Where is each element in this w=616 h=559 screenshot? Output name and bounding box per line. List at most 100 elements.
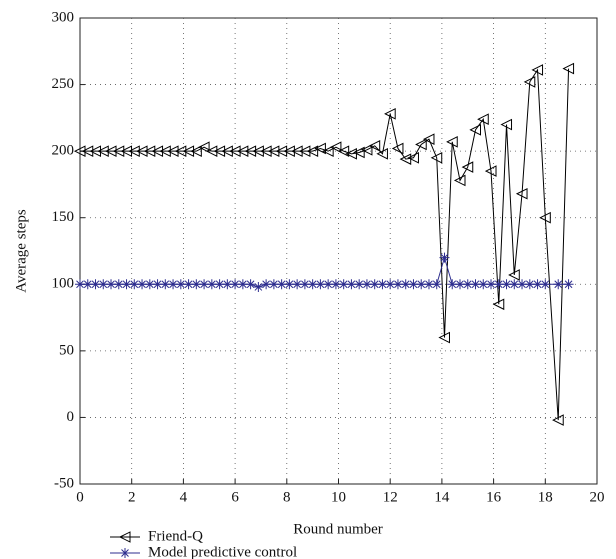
marker	[563, 279, 574, 290]
marker	[477, 113, 489, 125]
marker	[508, 269, 520, 281]
marker	[213, 145, 226, 157]
x-tick-label: 18	[538, 489, 553, 505]
marker	[415, 138, 427, 151]
marker	[368, 140, 381, 152]
marker	[492, 298, 505, 311]
marker	[306, 145, 319, 157]
marker	[267, 145, 280, 157]
marker	[517, 279, 528, 290]
marker	[323, 279, 334, 290]
marker	[337, 145, 350, 157]
marker	[484, 165, 497, 177]
series-line	[80, 255, 569, 288]
marker	[438, 331, 450, 344]
marker	[214, 279, 225, 290]
x-tick-label: 4	[180, 489, 188, 505]
marker	[509, 279, 520, 290]
marker	[106, 279, 117, 290]
marker	[430, 151, 443, 164]
y-tick-label: 250	[52, 76, 75, 92]
marker	[197, 141, 210, 153]
marker	[268, 279, 279, 290]
marker	[422, 133, 435, 145]
marker	[354, 279, 365, 290]
marker	[174, 145, 187, 157]
marker	[291, 145, 303, 157]
marker	[73, 145, 86, 157]
marker	[469, 124, 482, 136]
marker	[120, 145, 133, 157]
marker	[236, 145, 249, 157]
marker	[446, 136, 458, 148]
marker	[338, 279, 349, 290]
series-line	[80, 68, 570, 421]
marker	[377, 279, 388, 290]
x-tick-label: 12	[383, 489, 398, 505]
marker	[175, 279, 186, 290]
marker	[113, 279, 124, 290]
marker	[447, 279, 458, 290]
marker	[532, 279, 543, 290]
marker	[360, 144, 373, 156]
x-tick-label: 20	[590, 489, 605, 505]
marker	[283, 145, 295, 157]
marker	[261, 279, 272, 290]
marker	[104, 145, 117, 157]
y-axis-label: Average steps	[13, 209, 29, 293]
y-tick-label: 200	[52, 143, 75, 159]
marker	[284, 279, 295, 290]
x-tick-label: 16	[486, 489, 502, 505]
y-tick-label: 0	[67, 409, 75, 425]
marker	[168, 279, 179, 290]
marker	[183, 279, 194, 290]
marker	[329, 141, 342, 153]
marker	[292, 279, 303, 290]
marker	[275, 145, 288, 157]
marker	[361, 279, 372, 290]
marker	[298, 145, 311, 157]
marker	[391, 142, 404, 155]
marker	[112, 145, 125, 157]
marker	[98, 279, 109, 290]
marker	[260, 145, 272, 157]
marker	[315, 279, 326, 290]
marker	[191, 279, 202, 290]
marker	[307, 279, 318, 290]
marker	[346, 279, 357, 290]
marker	[462, 279, 473, 290]
marker	[353, 146, 365, 159]
marker	[369, 279, 380, 290]
marker	[276, 279, 287, 290]
marker	[500, 118, 513, 131]
marker	[205, 145, 218, 157]
marker	[501, 279, 512, 290]
marker	[392, 279, 403, 290]
marker	[143, 145, 156, 157]
marker	[461, 161, 474, 173]
marker	[423, 279, 434, 290]
marker	[128, 145, 140, 157]
marker	[252, 145, 264, 157]
marker	[330, 279, 341, 290]
x-tick-label: 0	[76, 489, 84, 505]
marker	[493, 279, 504, 290]
marker	[515, 187, 528, 200]
marker	[160, 279, 171, 290]
marker	[553, 279, 564, 290]
marker	[385, 279, 396, 290]
marker	[314, 142, 326, 155]
marker	[408, 279, 419, 290]
legend-label: Friend-Q	[148, 528, 203, 544]
marker	[222, 279, 233, 290]
marker	[82, 279, 93, 290]
x-tick-label: 8	[283, 489, 291, 505]
x-tick-label: 14	[434, 489, 450, 505]
marker	[182, 145, 195, 157]
marker	[416, 279, 427, 290]
marker	[228, 145, 241, 157]
marker	[454, 279, 465, 290]
marker	[75, 279, 85, 290]
